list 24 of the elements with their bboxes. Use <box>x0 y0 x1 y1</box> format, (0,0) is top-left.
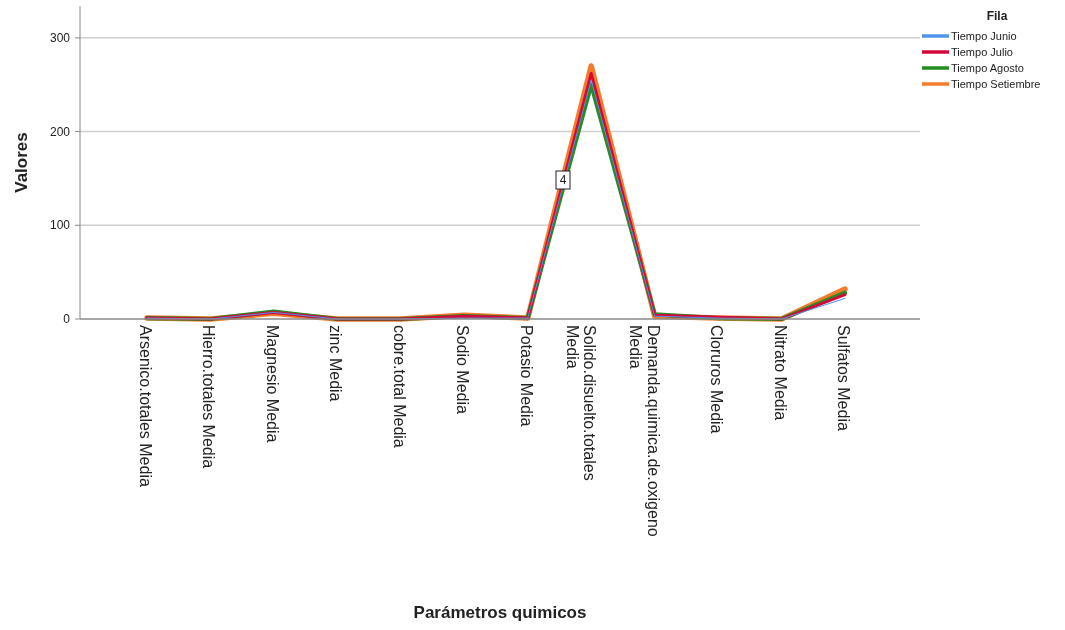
legend-label: Tiempo Agosto <box>951 61 1024 74</box>
x-tick-label: Hierro.totales Media <box>200 325 218 469</box>
legend-label: Tiempo Junio <box>951 29 1017 42</box>
x-tick-label: Cloruros Media <box>708 325 726 434</box>
x-tick-label: Demanda.quimica.de.oxigeno Media <box>627 325 662 537</box>
x-tick-label: zinc Media <box>327 325 345 402</box>
y-tick-label: 200 <box>49 124 71 139</box>
legend-label: Tiempo Setiembre <box>951 77 1041 90</box>
annotation: 4 <box>559 173 567 188</box>
y-tick-label: 300 <box>49 31 71 46</box>
x-axis-title: Parámetros quimicos <box>413 603 587 622</box>
y-axis-title: Valores <box>12 132 31 193</box>
y-tick-label: 0 <box>63 312 71 327</box>
legend-title: Fila <box>986 9 1008 23</box>
x-tick-label: Solido.disuelto.totales Media <box>563 325 599 481</box>
legend-label: Tiempo Julio <box>951 45 1013 58</box>
x-tick-label: Arsenico.totales Media <box>137 325 154 487</box>
x-tick-label: Sulfatos Media <box>835 325 852 431</box>
x-tick-label: Potasio Media <box>517 325 535 427</box>
x-tick-label: Magnesio Media <box>263 325 281 443</box>
y-tick-label: 100 <box>49 218 71 233</box>
x-tick-label: Sodio Media <box>454 325 472 415</box>
x-tick-label: cobre.total Media <box>390 325 408 448</box>
x-tick-label: Nitrato Media <box>771 325 789 421</box>
